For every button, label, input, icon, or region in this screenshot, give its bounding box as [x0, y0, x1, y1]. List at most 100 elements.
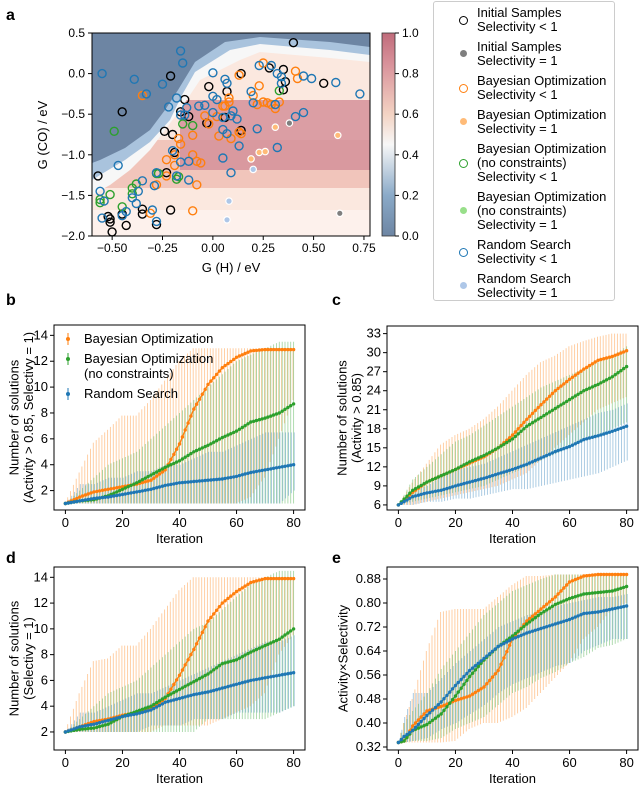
- data-point: [462, 481, 466, 486]
- data-point: [613, 428, 617, 432]
- data-point: [488, 450, 492, 455]
- data-point: [257, 578, 262, 582]
- data-point: [163, 695, 167, 699]
- data-point: [411, 495, 415, 499]
- data-point: [488, 474, 492, 479]
- data-point: [422, 491, 426, 496]
- data-point: [189, 414, 193, 418]
- scatter-point: [290, 111, 301, 122]
- data-point: [573, 394, 577, 398]
- x-tick-label: 20: [115, 755, 129, 770]
- data-point: [266, 642, 270, 646]
- data-point: [149, 708, 153, 712]
- data-point: [573, 373, 577, 377]
- data-point: [585, 592, 589, 596]
- data-point: [616, 572, 620, 577]
- x-axis-label: Iteration: [489, 771, 536, 786]
- data-point: [593, 591, 597, 595]
- scatter-point: [177, 58, 188, 68]
- data-point: [587, 436, 592, 440]
- data-point: [619, 351, 623, 355]
- data-point: [602, 590, 606, 594]
- data-point: [519, 464, 523, 468]
- data-point: [624, 604, 629, 608]
- data-point: [607, 430, 612, 434]
- data-point: [271, 413, 276, 417]
- scatter-point: [105, 217, 115, 227]
- data-point: [482, 656, 486, 661]
- scatter-point: [266, 60, 276, 71]
- panel-label-c: c: [332, 292, 341, 309]
- data-point: [579, 390, 583, 395]
- data-point: [616, 587, 620, 591]
- scatter-point: [249, 165, 258, 174]
- data-point: [448, 701, 452, 705]
- data-point: [416, 485, 421, 489]
- scatter-point: [222, 128, 232, 139]
- data-point: [160, 484, 165, 488]
- data-point: [123, 492, 128, 496]
- data-point: [183, 695, 187, 699]
- data-point: [254, 348, 259, 353]
- data-point: [152, 476, 156, 480]
- data-point: [166, 483, 170, 487]
- data-point: [83, 727, 88, 731]
- data-point: [106, 487, 110, 491]
- data-point: [277, 465, 281, 469]
- data-point: [413, 725, 418, 730]
- data-point: [291, 627, 296, 631]
- x-axis-label: Iteration: [489, 531, 536, 546]
- data-point: [229, 659, 233, 663]
- data-point: [430, 490, 435, 494]
- data-point: [576, 614, 580, 618]
- data-point: [411, 488, 415, 492]
- data-point: [425, 722, 429, 727]
- data-point: [585, 611, 589, 615]
- x-tick-label: 20: [448, 755, 462, 770]
- data-point: [246, 350, 250, 354]
- data-point: [516, 432, 520, 436]
- data-point: [587, 611, 592, 615]
- data-point: [186, 480, 190, 484]
- data-point: [456, 466, 460, 470]
- data-point: [155, 486, 159, 490]
- data-point: [269, 467, 273, 471]
- data-point: [579, 613, 583, 617]
- data-point: [66, 729, 71, 733]
- legend-label: Initial Samples Selectivity < 1: [477, 5, 562, 34]
- data-point: [490, 649, 495, 653]
- data-point: [260, 348, 264, 352]
- data-point: [72, 500, 76, 504]
- data-point: [69, 500, 73, 505]
- scatter-point: [161, 154, 172, 165]
- data-point: [602, 379, 606, 383]
- series-2: [396, 424, 629, 507]
- data-point: [80, 494, 85, 498]
- series-2: [63, 463, 296, 506]
- data-point: [246, 679, 250, 683]
- data-point: [226, 660, 230, 664]
- data-point: [289, 576, 293, 581]
- data-point: [83, 724, 88, 728]
- x-tick-label: 40: [172, 755, 186, 770]
- data-point: [174, 697, 179, 701]
- data-point: [527, 616, 532, 621]
- data-point: [100, 720, 105, 724]
- data-point: [120, 485, 125, 489]
- data-point: [200, 675, 204, 679]
- data-point: [453, 683, 458, 688]
- data-point: [140, 707, 145, 711]
- scatter-point: [254, 60, 264, 71]
- data-point: [522, 427, 526, 431]
- data-point: [249, 349, 253, 353]
- data-point: [286, 576, 290, 581]
- data-point: [229, 684, 233, 688]
- scatter-point: [173, 133, 184, 144]
- data-point: [470, 666, 475, 670]
- scatter-series-3: [247, 123, 342, 163]
- data-point: [556, 601, 560, 605]
- scatter-point: [165, 71, 176, 81]
- data-point: [408, 496, 412, 500]
- data-point: [490, 449, 495, 453]
- y-tick-label: 0.64: [356, 643, 381, 658]
